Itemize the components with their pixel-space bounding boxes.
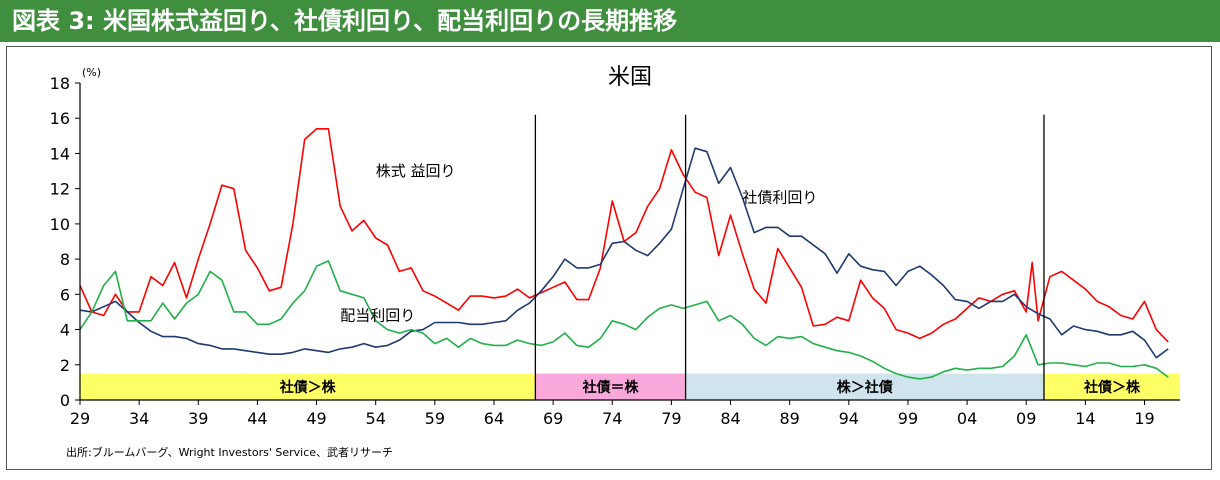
figure-title-bar: 図表 3: 米国株式益回り、社債利回り、配当利回りの長期推移 (0, 0, 1220, 42)
series-line-bond (79, 147, 1169, 359)
x-tick-label: 69 (543, 409, 563, 428)
x-tick-label: 09 (1016, 409, 1036, 428)
y-tick-label: 18 (50, 74, 70, 93)
y-tick-label: 2 (60, 356, 70, 375)
axes: 0 2 4 6 8 10 12 14 16 18 29 34 39 44 49 54 59 64 69 74 79 84 8… (50, 74, 1180, 428)
y-tick-label: 4 (60, 321, 70, 340)
regime-bands (80, 373, 1180, 400)
regime-band-0 (80, 373, 536, 400)
x-tick-label: 94 (839, 409, 859, 428)
x-tick-label: 89 (779, 409, 799, 428)
chart-frame (6, 46, 1212, 470)
series-label-bond: 社債利回り (742, 188, 817, 206)
figure-title: 図表 3: 米国株式益回り、社債利回り、配当利回りの長期推移 (12, 7, 678, 35)
regime-band-1 (535, 373, 686, 400)
x-tick-label: 19 (1134, 409, 1154, 428)
x-tick-label: 34 (129, 409, 149, 428)
chart-title: 米国 (608, 65, 652, 90)
x-tick-label: 04 (957, 409, 977, 428)
regime-band-2 (685, 373, 1044, 400)
regime-label: 社債＞株 (279, 379, 337, 396)
x-tick-label: 44 (247, 409, 267, 428)
y-tick-label: 0 (60, 391, 70, 410)
x-tick-label: 84 (720, 409, 740, 428)
x-tick-label: 79 (661, 409, 681, 428)
y-tick-label: 6 (60, 285, 70, 304)
series-label-earnings: 株式 益回り (376, 162, 456, 180)
series-line-earnings (79, 128, 1169, 343)
x-tick-label: 49 (306, 409, 326, 428)
y-tick-label: 12 (50, 180, 70, 199)
x-tick-label: 74 (602, 409, 622, 428)
y-tick-label: 10 (50, 215, 70, 234)
series-lines (79, 128, 1169, 380)
source-note: 出所:ブルームバーグ、Wright Investors' Service、武者リ… (66, 446, 394, 459)
x-tick-label: 14 (1075, 409, 1095, 428)
regime-label: 社債＞株 (1083, 379, 1141, 396)
x-tick-label: 54 (366, 409, 386, 428)
y-unit-label: (%) (82, 66, 101, 79)
x-tick-label: 39 (188, 409, 208, 428)
series-label-dividend: 配当利回り (340, 306, 415, 324)
series-line-dividend (79, 260, 1169, 380)
x-tick-label: 64 (484, 409, 504, 428)
regime-label: 社債＝株 (581, 379, 639, 396)
y-tick-label: 8 (60, 250, 70, 269)
regime-band-3 (1043, 373, 1180, 400)
x-tick-label: 99 (898, 409, 918, 428)
y-tick-label: 14 (50, 144, 70, 163)
x-tick-label: 59 (425, 409, 445, 428)
y-tick-label: 16 (50, 109, 70, 128)
x-tick-label: 29 (70, 409, 90, 428)
regime-label: 株＞社債 (837, 379, 893, 396)
regime-dividers (534, 114, 1045, 400)
